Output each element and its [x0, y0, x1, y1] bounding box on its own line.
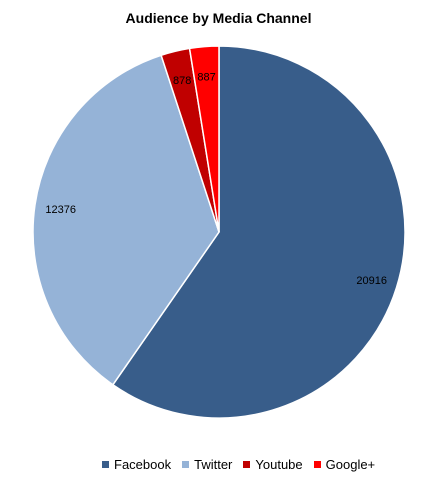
legend-swatch: [182, 460, 190, 468]
pie-slice-facebook: [111, 45, 406, 419]
pie-slice-twitter: [32, 54, 220, 386]
legend-label: Google+: [325, 456, 376, 472]
pie-slice-google-: [188, 45, 220, 233]
legend-swatch: [243, 460, 251, 468]
legend-item-twitter: Twitter: [182, 457, 232, 472]
data-label-facebook: 20916: [356, 275, 387, 287]
legend-item-facebook: Facebook: [102, 457, 171, 472]
legend-item-youtube: Youtube: [243, 456, 303, 472]
data-label-google-: 887: [197, 71, 215, 83]
legend-label: Youtube: [255, 456, 303, 472]
chart-legend: Facebook Twitter Youtube Google+: [102, 455, 386, 473]
legend-swatch: [102, 460, 109, 468]
legend-item-google-: Google+: [313, 456, 376, 472]
data-label-twitter: 12376: [45, 204, 76, 216]
legend-label: Facebook: [114, 456, 172, 472]
data-label-youtube: 878: [173, 75, 191, 87]
legend-label: Twitter: [194, 456, 233, 472]
legend-swatch: [313, 460, 321, 468]
chart-title: Audience by Media Channel: [125, 10, 312, 26]
